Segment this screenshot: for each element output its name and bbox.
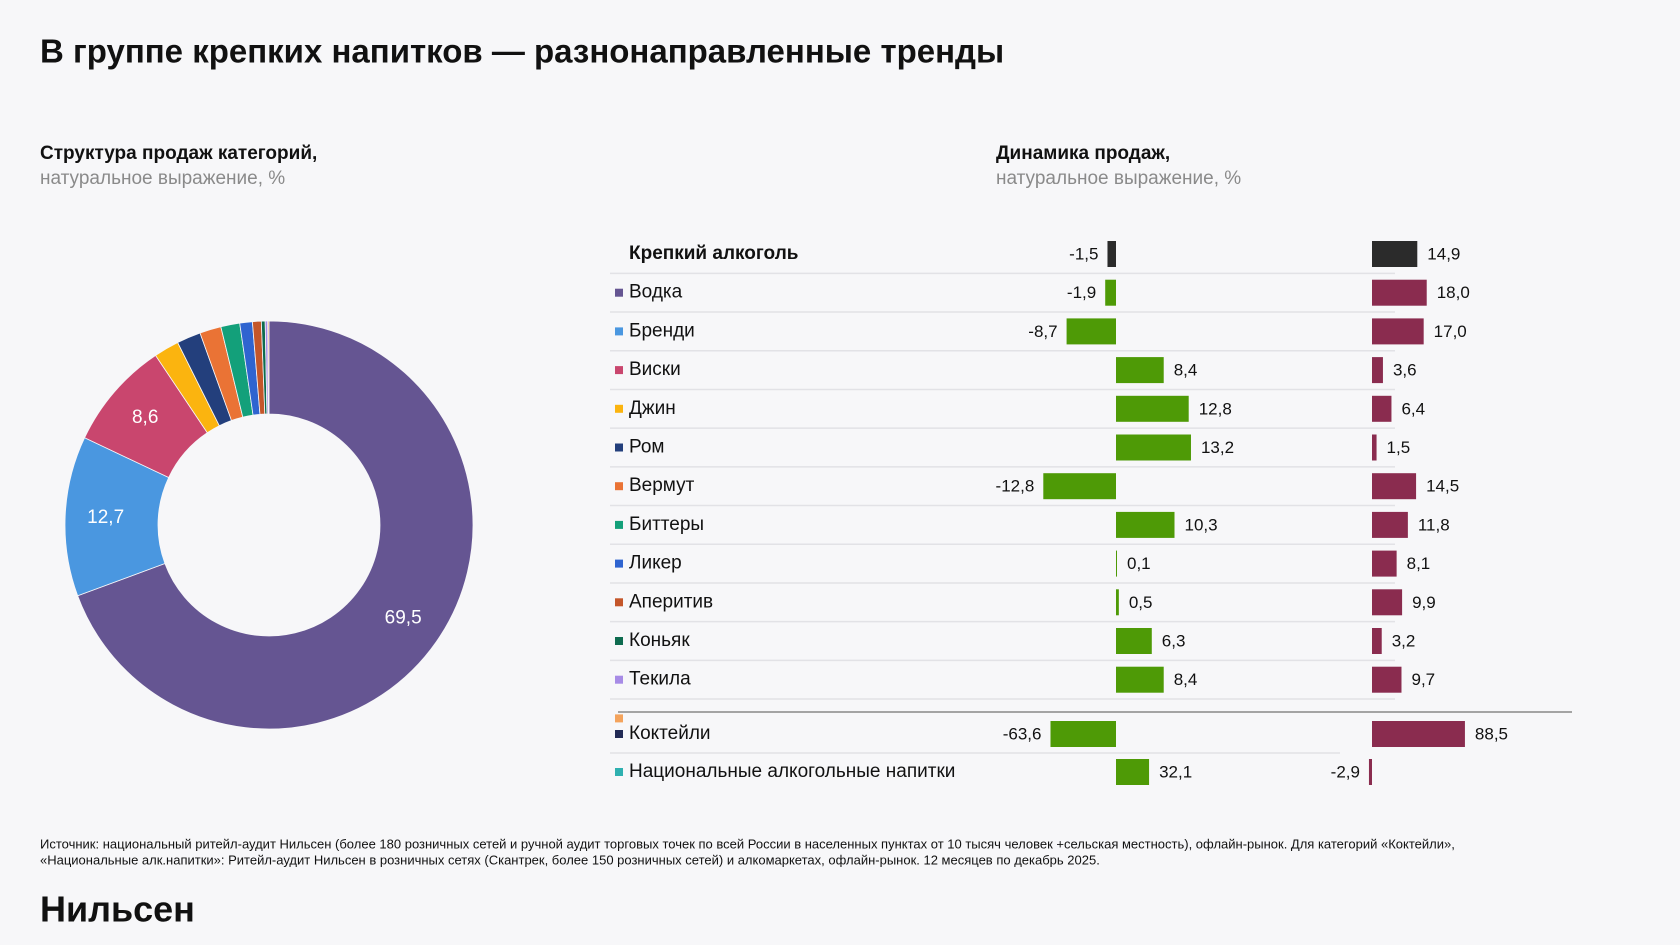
bar — [1043, 473, 1116, 500]
data-label: 3,2 — [1392, 631, 1416, 650]
category-label: Национальные алкогольные напитки — [629, 761, 955, 782]
footnote: «Национальные алк.напитки»: Ритейл-аудит… — [40, 852, 1100, 867]
legend-marker — [615, 443, 623, 452]
bar — [1116, 395, 1189, 422]
chart-title: Динамика продаж, — [996, 143, 1170, 164]
bar — [1372, 550, 1397, 577]
data-label: 6,3 — [1162, 631, 1186, 650]
bar — [1372, 666, 1402, 693]
legend-marker — [615, 520, 623, 529]
bar — [1372, 589, 1403, 616]
legend-marker — [615, 366, 623, 375]
donut-slice — [267, 320, 270, 415]
legend-marker — [615, 714, 623, 723]
chart-subtitle: натуральное выражение, % — [996, 168, 1241, 189]
data-label: 13,2 — [1201, 438, 1234, 457]
bar — [1372, 434, 1377, 461]
category-label: Виски — [629, 359, 681, 380]
data-label: 17,0 — [1434, 322, 1467, 341]
logo: Нильсен — [40, 889, 195, 930]
donut-slice — [77, 320, 474, 730]
bar — [1372, 721, 1465, 747]
data-label: 88,5 — [1475, 724, 1508, 743]
category-label: Ликер — [629, 553, 682, 574]
bar — [1372, 279, 1427, 306]
data-label: 8,1 — [1407, 554, 1431, 573]
data-label: 0,1 — [1127, 554, 1151, 573]
legend-marker — [615, 675, 623, 684]
legend-marker — [615, 327, 623, 336]
bar — [1372, 318, 1424, 345]
data-label: 32,1 — [1159, 762, 1192, 781]
data-label: -8,7 — [1028, 322, 1057, 341]
footnote: Источник: национальный ритейл-аудит Ниль… — [40, 836, 1455, 851]
category-label: Водка — [629, 282, 683, 303]
legend-marker — [615, 404, 623, 413]
bar — [1372, 241, 1418, 267]
category-label: Коктейли — [629, 723, 711, 744]
data-label: -12,8 — [996, 477, 1035, 496]
bar — [1116, 589, 1119, 616]
bar — [1116, 759, 1150, 785]
category-label: Джин — [629, 398, 676, 419]
bar — [1116, 357, 1164, 384]
data-label: 0,5 — [1129, 593, 1153, 612]
bar — [1368, 759, 1372, 785]
bar — [1050, 721, 1116, 747]
bar — [1107, 241, 1116, 267]
data-label: 9,7 — [1411, 670, 1435, 689]
category-label: Коньяк — [629, 630, 690, 651]
data-label: -1,9 — [1067, 283, 1096, 302]
bar — [1116, 550, 1117, 577]
bar — [1116, 511, 1175, 538]
data-label: -1,5 — [1069, 244, 1098, 263]
legend-marker — [615, 559, 623, 568]
data-label: 69,5 — [385, 607, 422, 628]
data-label: 1,5 — [1387, 438, 1411, 457]
data-label: 8,6 — [132, 407, 158, 428]
data-label: 14,9 — [1427, 244, 1460, 263]
data-label: 8,4 — [1174, 670, 1198, 689]
bar — [1372, 511, 1408, 538]
bar — [1116, 434, 1191, 461]
data-label: 14,5 — [1426, 477, 1459, 496]
bar — [1116, 628, 1152, 654]
bar — [1116, 666, 1164, 693]
bar — [1372, 395, 1392, 422]
category-label: Аперитив — [629, 591, 713, 612]
legend-marker — [615, 768, 623, 776]
data-label: -2,9 — [1331, 762, 1360, 781]
legend-marker — [615, 730, 623, 738]
category-label: Текила — [629, 669, 691, 690]
category-label: Крепкий алкоголь — [629, 243, 798, 264]
data-label: 12,7 — [87, 507, 124, 528]
bar — [1066, 318, 1116, 345]
category-label: Биттеры — [629, 514, 704, 535]
chart-subtitle: натуральное выражение, % — [40, 168, 285, 189]
slide-title: В группе крепких напитков — разнонаправл… — [40, 33, 1004, 70]
legend-marker — [615, 288, 623, 297]
bar — [1372, 628, 1382, 654]
category-label: Ром — [629, 437, 664, 458]
legend-marker — [615, 637, 623, 645]
chart-title: Структура продаж категорий, — [40, 143, 317, 164]
data-label: 11,8 — [1418, 515, 1450, 534]
data-label: 10,3 — [1185, 515, 1218, 534]
data-label: -63,6 — [1003, 724, 1042, 743]
category-label: Вермут — [629, 475, 695, 496]
data-label: 6,4 — [1401, 399, 1425, 418]
data-label: 12,8 — [1199, 399, 1232, 418]
bar — [1105, 279, 1116, 306]
data-label: 3,6 — [1393, 361, 1417, 380]
bar — [1372, 357, 1383, 384]
data-label: 18,0 — [1437, 283, 1470, 302]
category-label: Бренди — [629, 320, 695, 341]
data-label: 9,9 — [1412, 593, 1436, 612]
bar — [1372, 473, 1417, 500]
data-label: 8,4 — [1174, 361, 1198, 380]
legend-marker — [615, 598, 623, 607]
legend-marker — [615, 482, 623, 491]
